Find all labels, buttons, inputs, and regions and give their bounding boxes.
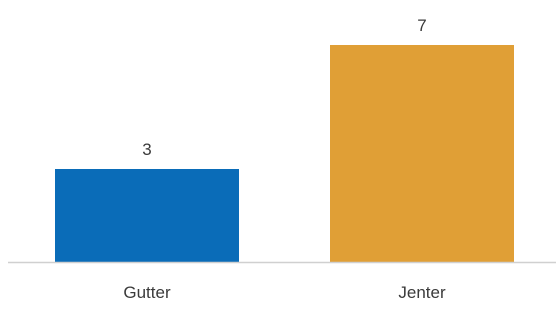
data-label-gutter: 3 [142,140,151,159]
x-tick-label-gutter: Gutter [123,283,171,302]
bars-group [55,45,514,262]
x-tick-labels-group: Gutter Jenter [123,283,446,302]
x-tick-label-jenter: Jenter [398,283,446,302]
bar-jenter [330,45,514,262]
bar-gutter [55,169,239,262]
data-labels-group: 37 [142,16,426,159]
data-label-jenter: 7 [417,16,426,35]
